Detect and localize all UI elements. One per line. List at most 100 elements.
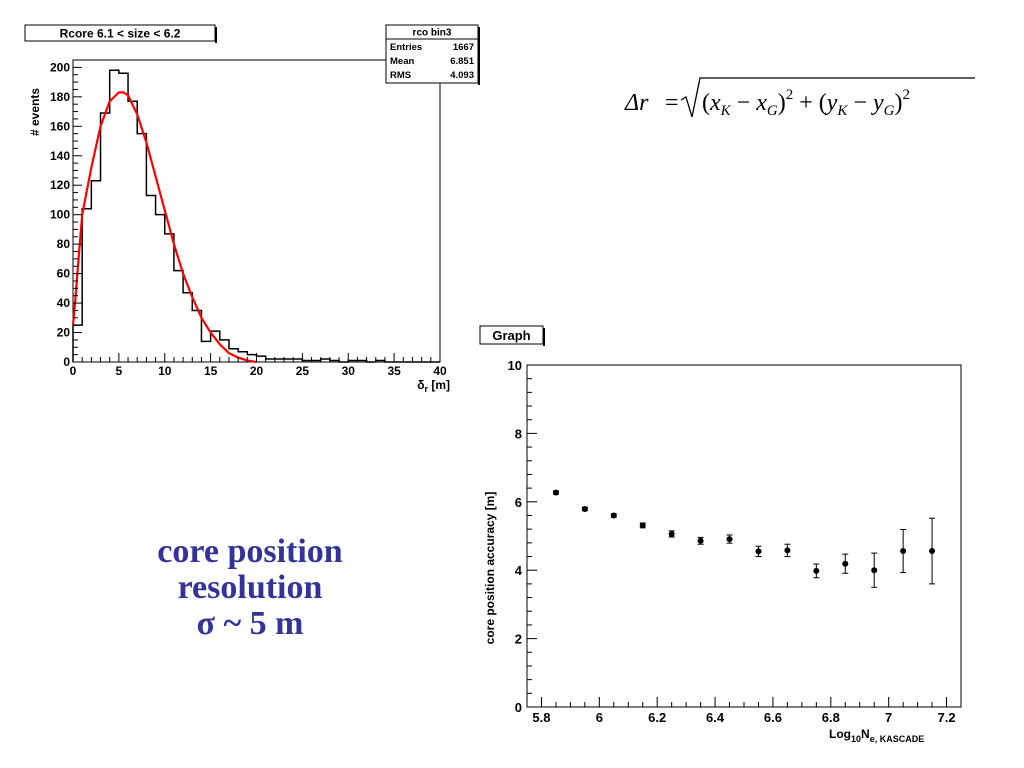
histogram-x-axis-label: δr [m] bbox=[417, 378, 450, 394]
graph-point bbox=[755, 548, 762, 555]
stats-box: rco bin3 Entries 1667 Mean 6.851 RMS 4.0… bbox=[385, 24, 480, 85]
graph-title: Graph bbox=[492, 328, 530, 343]
histogram-frame bbox=[72, 59, 441, 363]
annotation-line-3: σ ~ 5 m bbox=[196, 605, 304, 642]
f-paren: ) bbox=[894, 90, 902, 116]
formula-rhs: (xK − xG)2 + (yK − yG)2 bbox=[702, 87, 910, 119]
histogram-y-axis-label: # events bbox=[28, 88, 42, 136]
graph-point bbox=[726, 536, 733, 543]
histogram-chart: Rcore 6.1 < size < 6.2 0 5 10 15 20 25 30 35 400… bbox=[24, 24, 480, 394]
f-sub-k: K bbox=[720, 103, 732, 119]
histogram-y-tick-label: 200 bbox=[50, 60, 70, 74]
graph-point bbox=[581, 505, 588, 512]
annotation-line-1: core position bbox=[157, 533, 343, 570]
stats-rms-value: 4.093 bbox=[450, 70, 474, 81]
fit-curve bbox=[71, 91, 257, 364]
histogram-x-tick-label: 30 bbox=[342, 364, 356, 378]
graph-y-tick-label: 0 bbox=[515, 700, 522, 715]
histogram-outline bbox=[72, 69, 440, 363]
histogram-x-tick-label: 15 bbox=[204, 364, 218, 378]
f-y: y bbox=[871, 90, 884, 116]
x-label-delta: δ bbox=[417, 378, 424, 392]
graph-point bbox=[784, 547, 791, 554]
histogram-x-tick-label: 20 bbox=[250, 364, 264, 378]
formula-equals: = bbox=[665, 90, 679, 116]
histogram-fit-group bbox=[71, 91, 257, 364]
f-sub-g: G bbox=[884, 103, 895, 119]
histogram-x-tick-label: 0 bbox=[70, 364, 77, 378]
stats-box-shadow bbox=[478, 27, 480, 85]
histogram-title: Rcore 6.1 < size < 6.2 bbox=[60, 27, 181, 41]
f-paren: ) bbox=[778, 90, 786, 116]
graph-point bbox=[639, 522, 646, 529]
f-sub-k: K bbox=[836, 103, 848, 119]
graph-x-tick-label: 6 bbox=[596, 710, 603, 725]
graph-point bbox=[552, 489, 559, 496]
histogram-y-tick-label: 60 bbox=[57, 267, 71, 281]
graph-x-tick-label: 7 bbox=[885, 710, 892, 725]
f-sub-g: G bbox=[767, 103, 778, 119]
f-plus: + bbox=[793, 90, 819, 116]
graph-point bbox=[842, 560, 849, 567]
histogram-x-tick-label: 40 bbox=[433, 364, 447, 378]
x-label-log: Log bbox=[829, 727, 851, 741]
graph-y-tick-label: 10 bbox=[508, 358, 522, 373]
graph-y-tick-label: 2 bbox=[515, 632, 522, 647]
histogram-x-tick-label: 35 bbox=[387, 364, 401, 378]
graph-point bbox=[871, 567, 878, 574]
stats-mean-label: Mean bbox=[390, 56, 414, 67]
stats-box-frame bbox=[385, 24, 479, 84]
graph-point bbox=[668, 530, 675, 537]
stats-box-title: rco bin3 bbox=[413, 28, 452, 39]
histogram-y-tick-label: 80 bbox=[57, 237, 71, 251]
graph-point bbox=[900, 548, 907, 555]
formula-sqrt-sign bbox=[680, 77, 975, 118]
graph-x-tick-label: 7.2 bbox=[937, 710, 955, 725]
histogram-y-tick-label: 180 bbox=[50, 90, 70, 104]
annotation-line-2: resolution bbox=[177, 569, 323, 606]
histogram-y-tick-label: 20 bbox=[57, 326, 71, 340]
graph-x-tick-label: 5.8 bbox=[532, 710, 550, 725]
x-label-log-base: 10 bbox=[851, 734, 861, 744]
x-label-unit: [m] bbox=[428, 378, 450, 392]
graph-y-tick-label: 4 bbox=[515, 563, 523, 578]
f-x: x bbox=[709, 90, 721, 116]
graph-y-tick-label: 8 bbox=[515, 426, 522, 441]
f-minus: − bbox=[731, 90, 757, 116]
histogram-x-tick-label: 10 bbox=[158, 364, 172, 378]
f-y: y bbox=[825, 90, 838, 116]
x-label-n: N bbox=[861, 727, 870, 741]
stats-entries-label: Entries bbox=[390, 42, 422, 53]
delta-r-formula: Δr = (xK − xG)2 + (yK − yG)2 bbox=[624, 77, 975, 119]
graph-point bbox=[697, 537, 704, 544]
histogram-y-tick-label: 120 bbox=[50, 178, 70, 192]
graph-point bbox=[929, 548, 936, 555]
graph-x-tick-label: 6.8 bbox=[822, 710, 840, 725]
graph-point bbox=[813, 567, 820, 574]
f-x: x bbox=[755, 90, 767, 116]
f-sup-2: 2 bbox=[902, 87, 910, 103]
histogram-y-tick-label: 140 bbox=[50, 149, 70, 163]
stats-mean-value: 6.851 bbox=[450, 56, 474, 67]
stats-entries-value: 1667 bbox=[453, 42, 474, 53]
graph-x-tick-label: 6.6 bbox=[764, 710, 782, 725]
graph-title-shadow bbox=[543, 328, 545, 346]
histogram-y-tick-label: 100 bbox=[50, 208, 70, 222]
graph-axes: 5.8 6 6.2 6.4 6.6 6.8 7 7.2 0 2 4 6 8 10 bbox=[508, 358, 962, 725]
f-paren: ( bbox=[819, 90, 827, 116]
stats-rms-label: RMS bbox=[390, 70, 411, 81]
histogram-y-tick-label: 160 bbox=[50, 119, 70, 133]
graph-points bbox=[552, 489, 936, 588]
graph-x-axis-label: Log10Ne, KASCADE bbox=[829, 727, 924, 744]
formula-lhs: Δr bbox=[624, 90, 649, 116]
histogram-title-shadow bbox=[215, 27, 217, 43]
graph-chart: Graph 5.8 6 6.2 6.4 6.6 6.8 7 7.2 0 2 4 6 8 10 core p… bbox=[479, 325, 962, 744]
x-label-sub: r bbox=[424, 384, 428, 394]
graph-point bbox=[610, 512, 617, 519]
histogram-bars bbox=[72, 69, 440, 363]
x-label-n-sub: e, KASCADE bbox=[870, 734, 925, 744]
graph-y-axis-label: core position accuracy [m] bbox=[483, 492, 497, 645]
graph-x-tick-label: 6.2 bbox=[648, 710, 666, 725]
f-minus: − bbox=[847, 90, 873, 116]
